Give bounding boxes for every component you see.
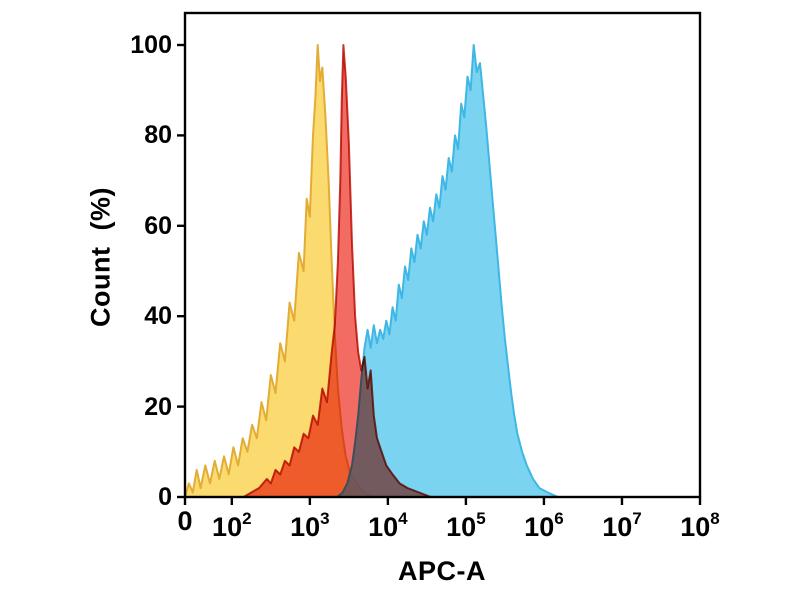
x-tick-label: 105 (446, 509, 486, 542)
x-tick-label: 108 (680, 509, 720, 542)
x-tick-exponent: 3 (320, 509, 330, 528)
x-tick-exponent: 2 (242, 509, 252, 528)
series-blue-population-area (337, 45, 558, 497)
x-tick-label: 104 (368, 509, 408, 542)
x-tick-exponent: 6 (554, 509, 564, 528)
x-tick-exponent: 5 (476, 509, 486, 528)
series-red-population-area (243, 45, 431, 497)
series-yellow-population-outline (185, 44, 375, 497)
x-tick-label: 106 (524, 509, 564, 542)
x-axis-title: APC-A (398, 556, 486, 586)
x-tick-label: 103 (290, 509, 330, 542)
y-tick-label: 20 (144, 392, 172, 421)
x-tick-exponent: 8 (710, 509, 720, 528)
x-tick-exponent: 7 (632, 509, 642, 528)
y-tick-label: 80 (144, 121, 172, 150)
y-tick-label: 0 (158, 483, 172, 511)
y-tick-label: 100 (130, 31, 172, 59)
x-tick-label: 102 (212, 509, 252, 542)
x-tick-exponent: 4 (398, 509, 408, 528)
series-red-population-outline (243, 44, 432, 497)
y-tick-label: 40 (144, 302, 172, 331)
series-layer (185, 44, 559, 497)
y-tick-label: 60 (144, 211, 172, 240)
series-blue-population-outline (336, 44, 559, 497)
x-tick-label: 107 (602, 509, 642, 542)
x-tick-label: 0 (177, 506, 193, 536)
plot-border (183, 11, 702, 499)
